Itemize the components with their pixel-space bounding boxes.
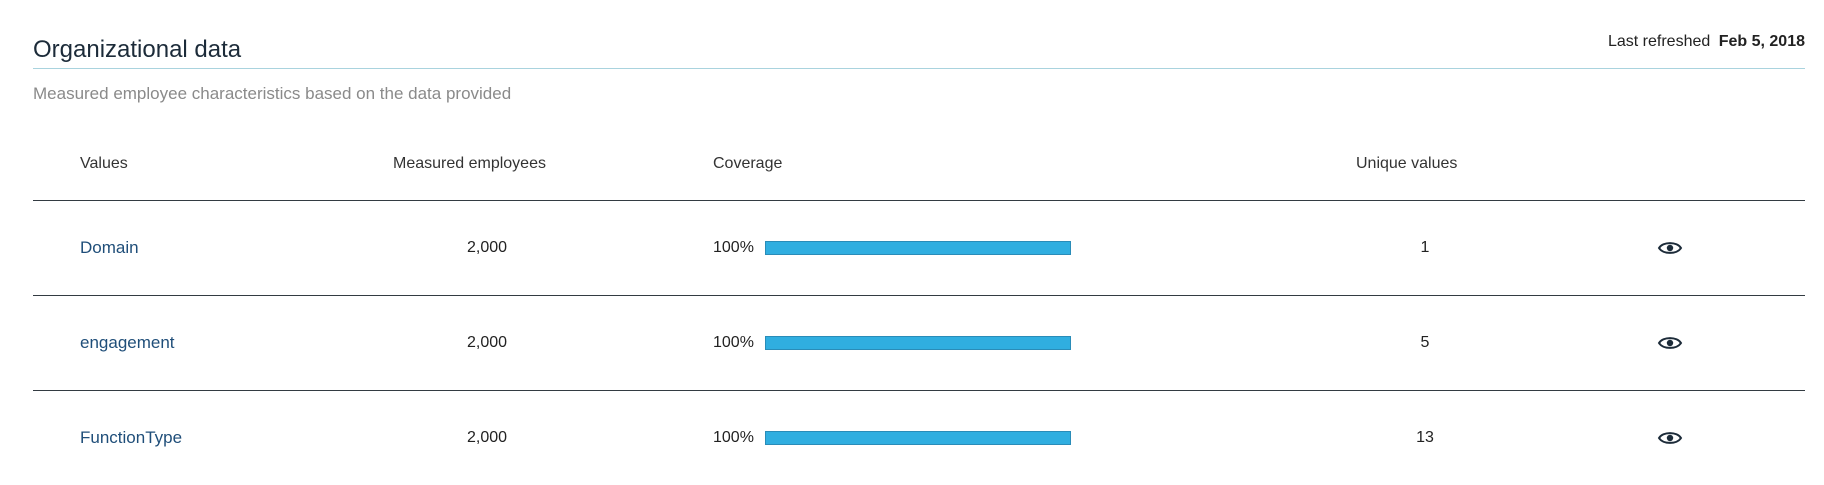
coverage-percent: 100% [713, 429, 754, 446]
unique-values-count: 5 [1420, 334, 1430, 351]
column-header-unique-values: Unique values [1356, 155, 1458, 172]
table-header-row: Values Measured employees Coverage Uniqu… [33, 150, 1805, 201]
page-title: Organizational data [33, 36, 242, 63]
eye-icon[interactable] [1657, 429, 1683, 447]
coverage-bar [765, 431, 1071, 445]
row-name-link[interactable]: FunctionType [80, 428, 183, 447]
data-table: Values Measured employees Coverage Uniqu… [33, 150, 1805, 485]
coverage-bar-fill [765, 431, 1071, 445]
coverage-cell: 100% [713, 391, 1071, 485]
coverage-bar-fill [765, 241, 1071, 255]
column-header-measured-employees: Measured employees [393, 155, 546, 172]
unique-values-count: 1 [1420, 239, 1430, 256]
column-header-values: Values [80, 155, 128, 172]
coverage-bar [765, 336, 1071, 350]
coverage-bar-fill [765, 336, 1071, 350]
row-name-link[interactable]: Domain [80, 238, 139, 257]
coverage-percent: 100% [713, 239, 754, 256]
unique-values-count: 13 [1416, 429, 1434, 446]
table-row: FunctionType 2,000 100% 13 [33, 391, 1805, 485]
last-refreshed-label: Last refreshed [1607, 33, 1711, 50]
panel-header: Organizational data Last refreshed Feb 5… [33, 28, 1805, 69]
eye-icon[interactable] [1657, 239, 1683, 257]
table-row: engagement 2,000 100% 5 [33, 296, 1805, 391]
measured-employees-value: 2,000 [466, 334, 508, 351]
coverage-percent: 100% [713, 334, 754, 351]
column-header-coverage: Coverage [713, 155, 783, 172]
measured-employees-value: 2,000 [466, 239, 508, 256]
measured-employees-value: 2,000 [466, 429, 508, 446]
coverage-bar [765, 241, 1071, 255]
last-refreshed: Last refreshed Feb 5, 2018 [1608, 33, 1805, 51]
panel-subtitle: Measured employee characteristics based … [33, 84, 512, 103]
row-name-link[interactable]: engagement [80, 333, 175, 352]
eye-icon[interactable] [1657, 334, 1683, 352]
coverage-cell: 100% [713, 296, 1071, 390]
last-refreshed-date: Feb 5, 2018 [1718, 33, 1805, 50]
coverage-cell: 100% [713, 201, 1071, 295]
table-row: Domain 2,000 100% 1 [33, 201, 1805, 296]
